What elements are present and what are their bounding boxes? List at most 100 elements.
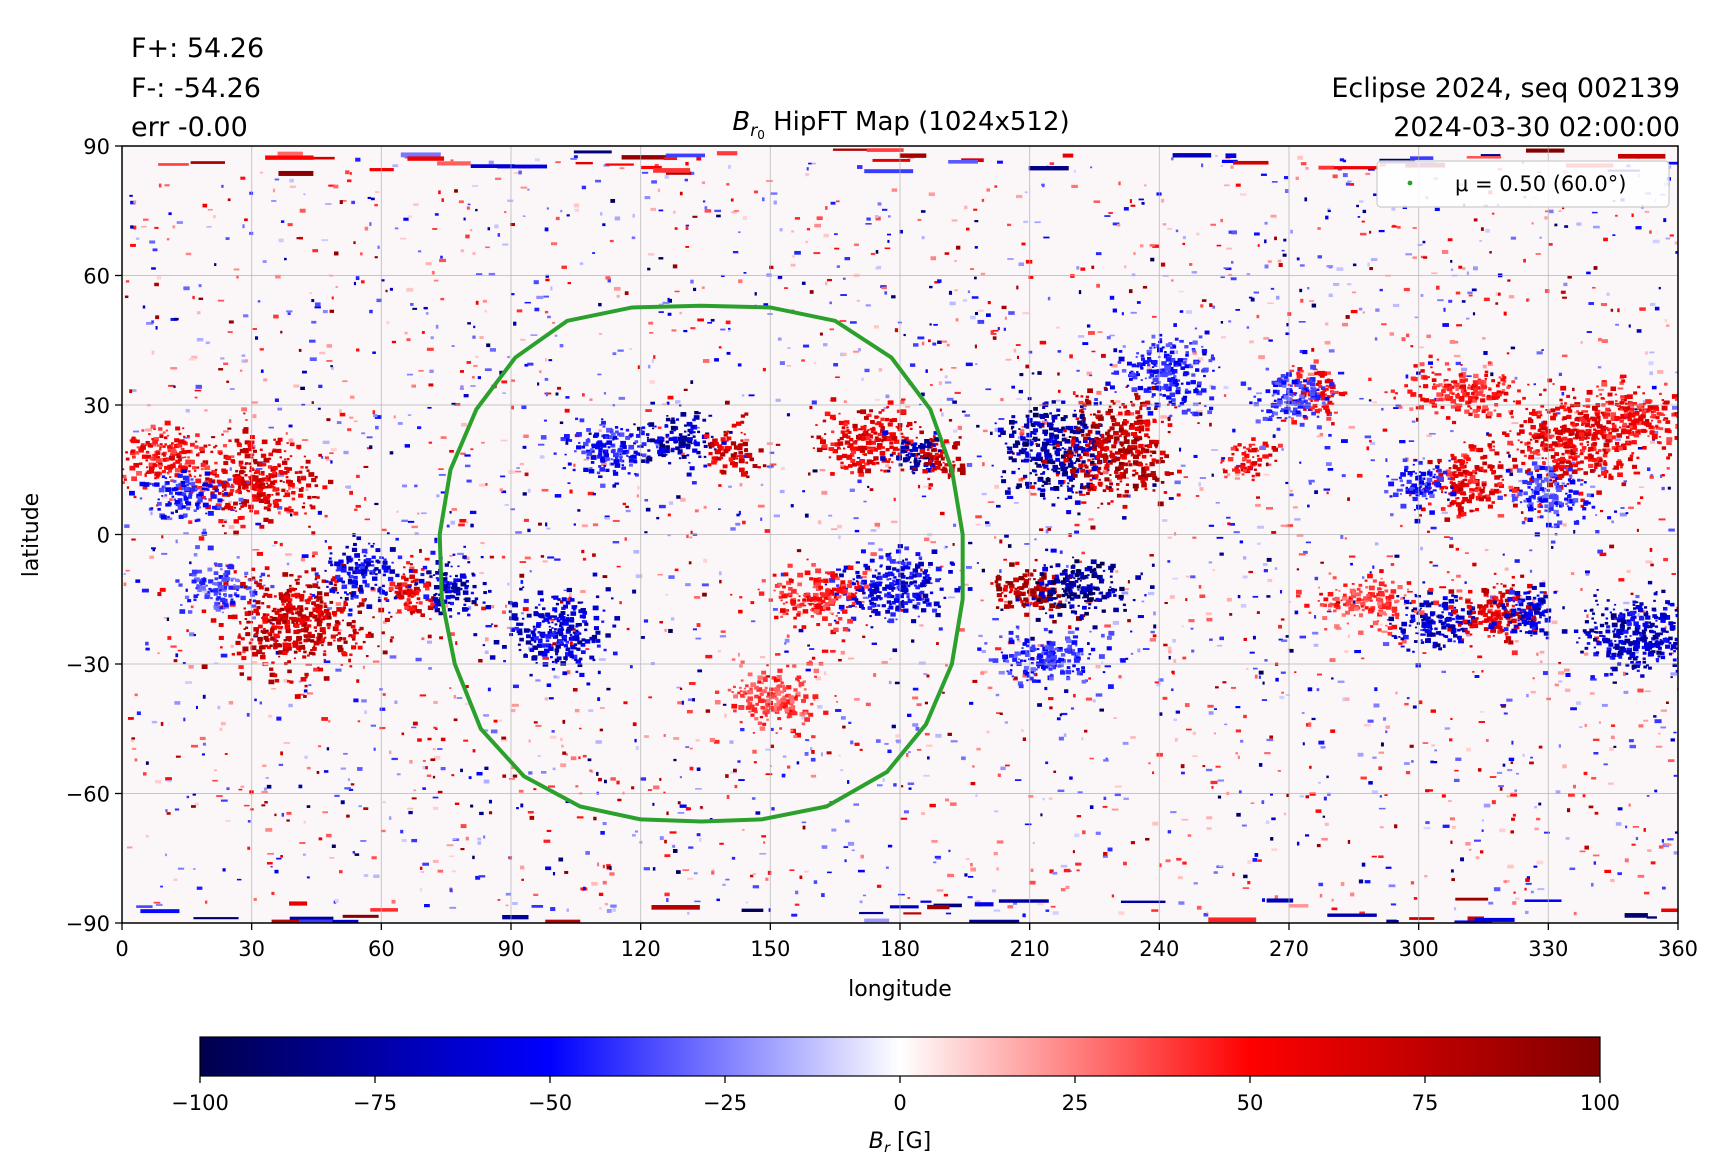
active-region-pixel [680,441,686,446]
noise-pixel [435,324,439,329]
noise-pixel [375,425,379,430]
noise-pixel [1213,708,1218,710]
noise-pixel [895,734,900,738]
noise-pixel [1385,458,1388,462]
polar-streak [1062,153,1074,158]
active-region-pixel [634,473,639,477]
active-region-pixel [1039,598,1045,602]
noise-pixel [1252,667,1258,670]
noise-pixel [464,454,471,457]
noise-pixel [1267,302,1274,305]
active-region-pixel [666,415,669,417]
field-dot [1258,670,1264,675]
field-dot [1201,299,1207,302]
noise-pixel [1242,556,1247,560]
field-dot [1412,705,1417,709]
noise-pixel [1536,652,1539,656]
noise-pixel [787,347,791,350]
noise-pixel [272,188,276,193]
noise-pixel [1606,292,1610,296]
active-region-pixel [870,440,877,445]
noise-pixel [725,878,730,881]
noise-pixel [1213,732,1217,735]
active-region-pixel [1085,469,1091,474]
noise-pixel [1167,227,1173,230]
noise-pixel [246,712,250,717]
field-dot [538,522,542,526]
active-region-pixel [1131,447,1135,451]
noise-pixel [853,803,860,806]
noise-pixel [703,505,707,509]
active-region-pixel [686,445,690,449]
noise-pixel [1570,707,1577,711]
noise-pixel [485,637,489,642]
noise-pixel [515,531,522,534]
noise-pixel [466,479,472,483]
active-region-pixel [1085,443,1091,447]
noise-pixel [355,157,361,162]
field-dot [1286,400,1289,404]
field-dot [1610,308,1614,312]
field-dot [645,507,651,512]
noise-pixel [1281,639,1288,642]
noise-pixel [1309,792,1316,796]
active-region-pixel [1157,501,1164,507]
noise-pixel [505,604,508,608]
active-region-pixel [713,441,719,446]
active-region-pixel [1049,432,1055,437]
noise-pixel [1387,631,1393,636]
noise-pixel [1230,686,1237,689]
noise-pixel [966,463,973,467]
active-region-pixel [1074,469,1080,474]
active-region-pixel [1131,452,1134,455]
active-region-pixel [940,457,945,461]
noise-pixel [1235,183,1241,187]
active-region-pixel [898,463,903,467]
noise-pixel [912,696,919,700]
noise-pixel [1308,722,1312,727]
active-region-pixel [1081,449,1087,454]
noise-pixel [921,236,925,240]
noise-pixel [266,862,273,865]
field-dot [303,689,308,693]
active-region-pixel [1109,427,1113,431]
active-region-pixel [659,443,666,449]
noise-pixel [862,894,867,897]
noise-pixel [1090,166,1093,169]
noise-pixel [278,238,284,243]
noise-pixel [651,180,657,184]
field-dot [369,445,373,449]
field-dot [1302,742,1305,746]
noise-pixel [160,885,163,888]
noise-pixel [664,628,667,632]
active-region-pixel [681,454,687,459]
active-region-pixel [1106,468,1110,472]
field-dot [1634,408,1638,411]
noise-pixel [728,327,731,332]
field-dot [999,539,1003,544]
active-region-pixel [1051,574,1058,580]
noise-pixel [1256,542,1261,545]
noise-pixel [289,178,294,183]
noise-pixel [981,198,985,202]
active-region-pixel [1055,457,1061,462]
active-region-pixel [740,431,743,434]
noise-pixel [1078,400,1084,405]
noise-pixel [507,582,510,586]
noise-pixel [249,231,254,235]
noise-pixel [130,739,135,743]
active-region-pixel [1095,430,1101,435]
noise-pixel [986,188,990,192]
active-region-pixel [1132,434,1138,439]
noise-pixel [297,693,305,696]
noise-pixel [1274,895,1279,899]
active-region-pixel [1124,450,1130,455]
title-symbol: B [732,107,750,137]
noise-pixel [396,773,401,776]
active-region-pixel [677,449,683,454]
active-region-pixel [870,430,874,434]
noise-pixel [1122,741,1129,745]
active-region-pixel [585,439,591,443]
active-region-pixel [1018,428,1021,430]
noise-pixel [1525,882,1532,885]
